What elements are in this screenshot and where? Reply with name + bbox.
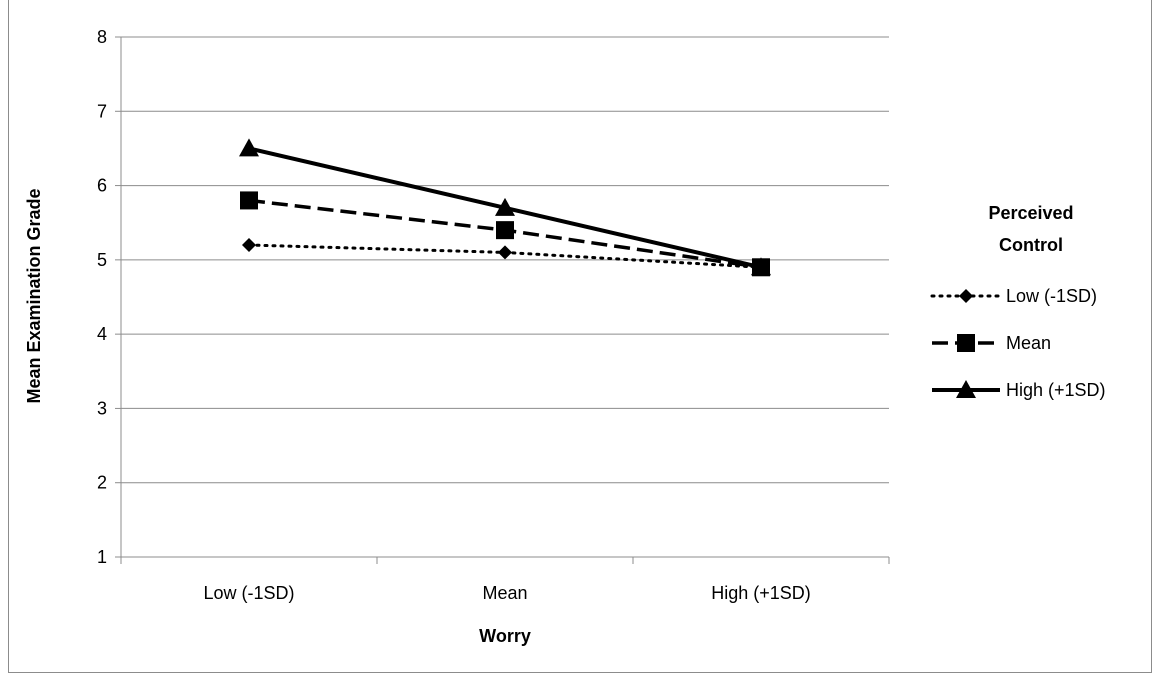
x-tick-labels: Low (-1SD) Mean High (+1SD) [203,583,810,603]
legend-label: Low (-1SD) [1006,286,1097,306]
x-tick-label: Mean [482,583,527,603]
y-tick-label: 7 [97,101,107,121]
legend-marker-triangle [956,380,976,398]
gridlines [115,36,889,558]
series-lines [239,138,771,277]
data-point-triangle [239,138,259,157]
y-axis-title: Mean Examination Grade [24,188,44,403]
legend-marker-diamond [959,289,973,303]
chart-frame [8,0,1152,673]
legend-title: Perceived [988,203,1073,223]
y-tick-label: 4 [97,324,107,344]
data-point-triangle [751,257,771,276]
legend: Perceived Control Low (-1SD) Mean High (+1SD… [930,203,1106,400]
legend-label: Mean [1006,333,1051,353]
y-tick-label: 5 [97,250,107,270]
x-tick-label: High (+1SD) [711,583,811,603]
legend-label: High (+1SD) [1006,380,1106,400]
data-point-triangle [495,197,515,216]
x-axis-title: Worry [479,626,531,646]
data-point-square [496,221,514,240]
y-tick-label: 6 [97,176,107,196]
y-tick-labels: 1 2 3 4 5 6 7 8 [97,27,107,567]
y-tick-label: 1 [97,547,107,567]
data-point-diamond [498,245,512,260]
data-point-square [240,191,258,210]
legend-marker-square [957,334,975,352]
legend-title: Control [999,235,1063,255]
x-tick-label: Low (-1SD) [203,583,294,603]
axes [120,37,890,564]
y-tick-label: 8 [97,27,107,47]
y-tick-label: 3 [97,398,107,418]
y-tick-label: 2 [97,473,107,493]
data-point-diamond [242,238,256,252]
